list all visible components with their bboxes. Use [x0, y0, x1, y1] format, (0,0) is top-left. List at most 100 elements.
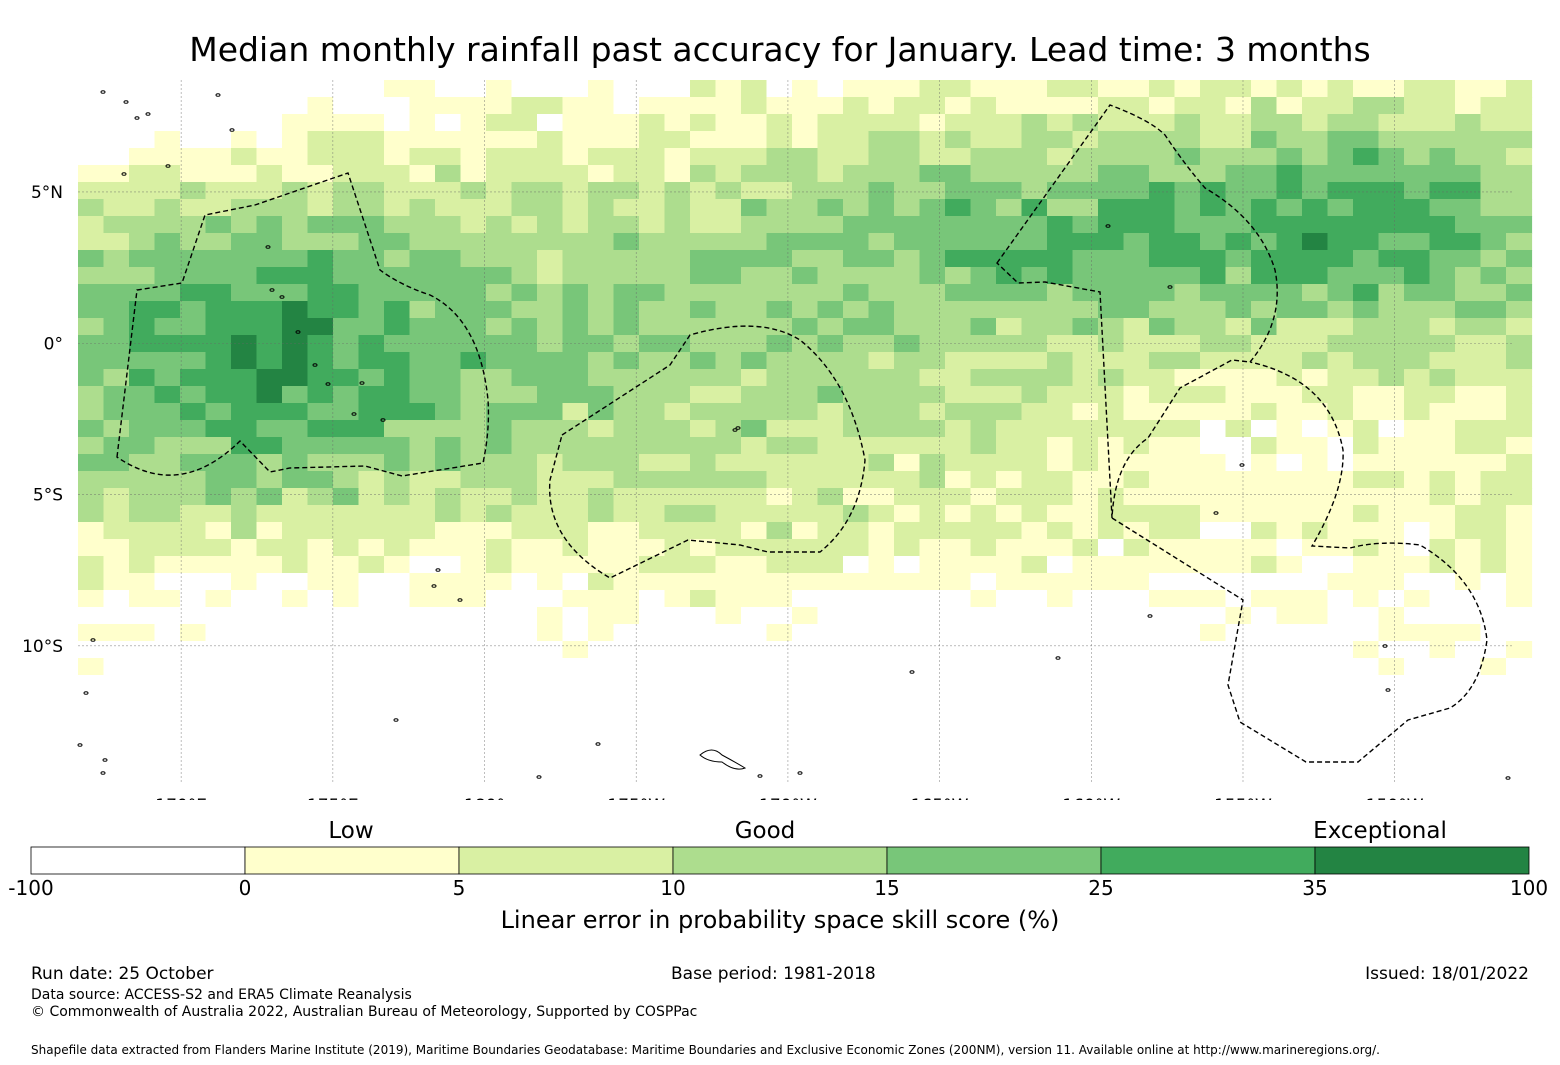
grid-cell [970, 488, 997, 506]
grid-cell [766, 641, 793, 659]
grid-cell [333, 454, 360, 472]
grid-cell [1098, 607, 1125, 625]
grid-cell [1123, 522, 1150, 540]
grid-cell [639, 488, 666, 506]
grid-cell [817, 420, 844, 438]
grid-cell [715, 97, 742, 115]
grid-cell [1225, 148, 1252, 166]
grid-cell [690, 539, 717, 557]
grid-cell [1072, 284, 1099, 302]
grid-cell [1021, 641, 1048, 659]
grid-cell [435, 726, 462, 744]
grid-cell [103, 301, 130, 319]
grid-cell [103, 726, 130, 744]
graticule [78, 80, 1513, 782]
grid-cell [1123, 352, 1150, 370]
grid-cell [460, 318, 487, 336]
grid-cell [78, 216, 105, 234]
grid-cell [690, 233, 717, 251]
grid-cell [129, 692, 156, 710]
grid-cell [1098, 658, 1125, 676]
grid-cell [384, 352, 411, 370]
grid-cell [1021, 675, 1048, 693]
grid-cell [1021, 267, 1048, 285]
grid-cell [996, 522, 1023, 540]
grid-cell [1174, 760, 1201, 778]
grid-cell [817, 80, 844, 98]
grid-cell [1455, 726, 1482, 744]
grid-cell [333, 97, 360, 115]
grid-cell [231, 267, 258, 285]
grid-cell [1404, 335, 1431, 353]
grid-cell [1327, 267, 1354, 285]
grid-cell [1480, 369, 1507, 387]
grid-cell [1480, 692, 1507, 710]
grid-cell [1021, 233, 1048, 251]
grid-cell [1225, 760, 1252, 778]
grid-cell [358, 420, 385, 438]
grid-cell [180, 182, 207, 200]
grid-cell [1021, 556, 1048, 574]
grid-cell [766, 777, 793, 795]
grid-cell [205, 267, 232, 285]
grid-cell [537, 386, 564, 404]
grid-cell [1327, 216, 1354, 234]
grid-cell [78, 624, 105, 642]
grid-cell [970, 267, 997, 285]
grid-cell [205, 590, 232, 608]
longitude-label: 165°W [911, 796, 969, 800]
grid-cell [1327, 131, 1354, 149]
grid-cell [639, 760, 666, 778]
island-outline [757, 774, 763, 778]
grid-cell [1455, 471, 1482, 489]
grid-cell [1021, 335, 1048, 353]
grid-cell [613, 233, 640, 251]
grid-cell [919, 284, 946, 302]
grid-cell [868, 624, 895, 642]
grid-cell [1302, 658, 1329, 676]
grid-cell [358, 352, 385, 370]
grid-cell [562, 420, 589, 438]
grid-cell [1455, 709, 1482, 727]
grid-cell [919, 760, 946, 778]
grid-cell [690, 216, 717, 234]
grid-cell [1276, 131, 1303, 149]
grid-cell [766, 369, 793, 387]
grid-cell [1174, 471, 1201, 489]
grid-cell [562, 641, 589, 659]
grid-cell [154, 675, 181, 693]
grid-cell [1302, 131, 1329, 149]
grid-cell [1174, 301, 1201, 319]
grid-cell [231, 165, 258, 183]
grid-cell [486, 709, 513, 727]
grid-cell [384, 573, 411, 591]
grid-cell [1047, 114, 1074, 132]
grid-cell [919, 182, 946, 200]
grid-cell [1327, 301, 1354, 319]
grid-cell [1455, 692, 1482, 710]
grid-cell [333, 777, 360, 795]
grid-cell [843, 318, 870, 336]
grid-cell [1276, 182, 1303, 200]
grid-cell [792, 454, 819, 472]
grid-cell [154, 777, 181, 795]
grid-cell [129, 607, 156, 625]
grid-cell [537, 573, 564, 591]
grid-cell [843, 488, 870, 506]
grid-cell [256, 199, 283, 217]
grid-cell [945, 777, 972, 795]
grid-cell [435, 284, 462, 302]
grid-cell [1506, 267, 1533, 285]
grid-cell [1276, 199, 1303, 217]
grid-cell [1353, 386, 1380, 404]
grid-cell [486, 641, 513, 659]
grid-cell [919, 607, 946, 625]
grid-cell [894, 658, 921, 676]
grid-cell [435, 131, 462, 149]
grid-cell [1327, 675, 1354, 693]
grid-cell [307, 250, 334, 268]
grid-cell [1480, 420, 1507, 438]
grid-cell [154, 301, 181, 319]
grid-cell [435, 573, 462, 591]
grid-cell [1378, 369, 1405, 387]
